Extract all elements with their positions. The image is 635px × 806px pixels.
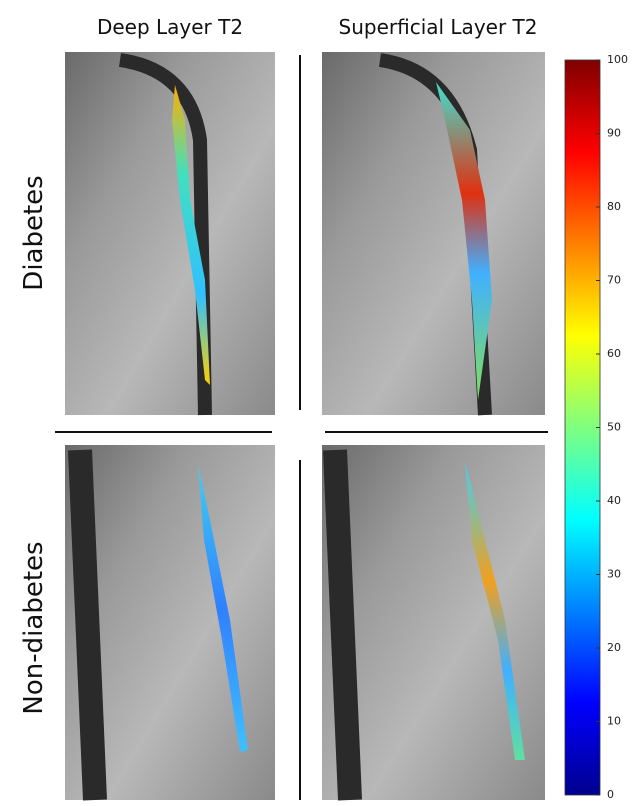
mri-panel xyxy=(322,52,545,416)
mri-panel xyxy=(322,445,545,801)
tick-label: 70 xyxy=(607,274,621,287)
mri-panel xyxy=(65,52,275,416)
tick-label: 60 xyxy=(607,347,621,360)
column-header: Superficial Layer T2 xyxy=(339,15,538,39)
row-label: Non-diabetes xyxy=(19,541,49,714)
column-header: Deep Layer T2 xyxy=(97,15,243,39)
tick-label: 30 xyxy=(607,568,621,581)
tick-label: 20 xyxy=(607,641,621,654)
tick-label: 80 xyxy=(607,200,621,213)
mri-panel xyxy=(65,445,275,801)
tick-label: 50 xyxy=(607,421,621,434)
tick-label: 0 xyxy=(607,788,614,801)
tick-label: 90 xyxy=(607,127,621,140)
row-label: Diabetes xyxy=(19,175,49,290)
tick-label: 10 xyxy=(607,715,621,728)
tick-label: 40 xyxy=(607,494,621,507)
colorbar xyxy=(564,59,601,796)
tick-label: 100 xyxy=(607,53,628,66)
